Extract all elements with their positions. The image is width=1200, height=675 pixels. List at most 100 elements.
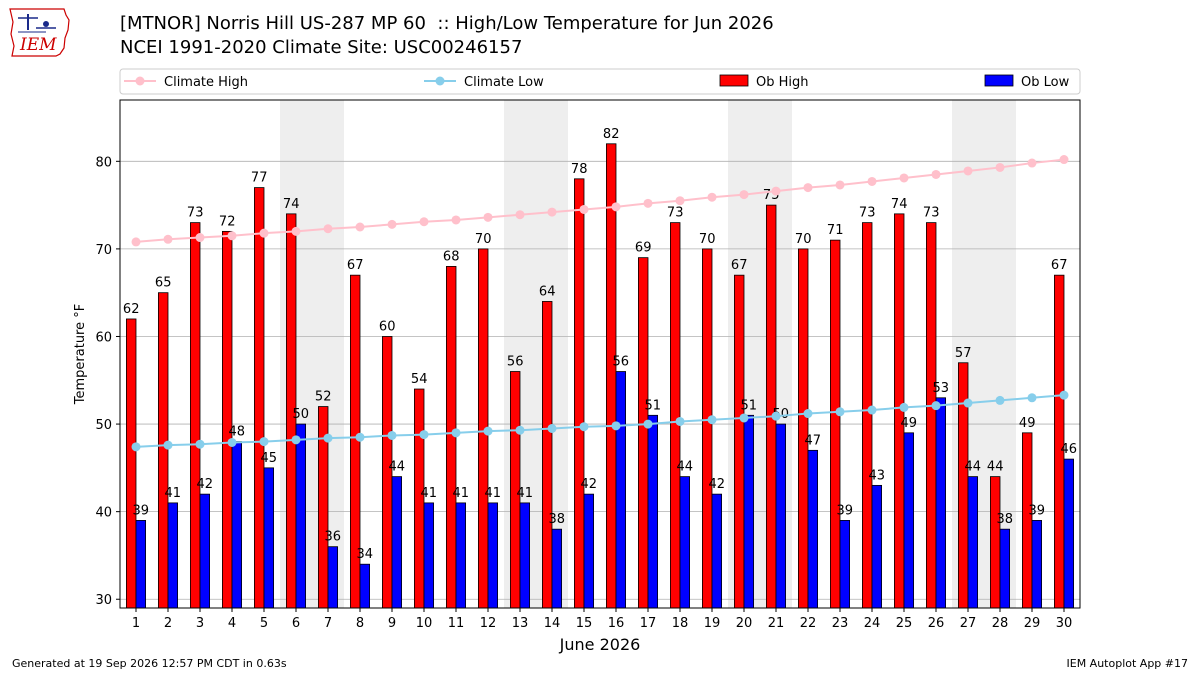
climate-low-point bbox=[291, 435, 301, 445]
climate-high-point bbox=[995, 162, 1005, 172]
climate-low-point bbox=[355, 432, 365, 442]
y-tick-label: 30 bbox=[95, 593, 112, 608]
ob-low-label: 42 bbox=[197, 477, 214, 492]
ob-low-bar bbox=[935, 397, 947, 609]
climate-low-point bbox=[451, 428, 461, 438]
x-tick-label: 20 bbox=[736, 616, 753, 631]
ob-high-bar bbox=[670, 222, 681, 609]
ob-low-label: 51 bbox=[741, 398, 758, 413]
ob-low-bar bbox=[775, 423, 787, 609]
ob-high-label: 70 bbox=[699, 232, 716, 247]
ob-high-bar bbox=[862, 222, 873, 609]
x-tick-label: 16 bbox=[608, 616, 625, 631]
x-tick-label: 7 bbox=[324, 616, 332, 631]
climate-high-point bbox=[515, 210, 525, 220]
x-tick-label: 30 bbox=[1056, 616, 1073, 631]
ob-low-bar bbox=[743, 414, 755, 609]
y-tick-label: 50 bbox=[95, 418, 112, 433]
ob-high-label: 60 bbox=[379, 319, 396, 334]
x-tick-label: 2 bbox=[164, 616, 172, 631]
legend-ob-low-swatch bbox=[984, 74, 1014, 87]
x-tick-label: 13 bbox=[512, 616, 529, 631]
climate-low-line bbox=[135, 394, 1065, 448]
legend-ob-high-label: Ob High bbox=[756, 75, 809, 90]
ob-high-label: 49 bbox=[1019, 416, 1036, 431]
ob-low-label: 39 bbox=[837, 503, 854, 518]
climate-high-point bbox=[739, 190, 749, 200]
ob-low-label: 49 bbox=[901, 416, 918, 431]
ob-low-label: 51 bbox=[645, 398, 662, 413]
climate-high-point bbox=[387, 219, 397, 229]
climate-high-point bbox=[227, 231, 237, 241]
ob-low-bar bbox=[487, 502, 499, 609]
ob-low-bar bbox=[647, 414, 659, 609]
climate-high-point bbox=[963, 166, 973, 176]
ob-high-bar bbox=[542, 301, 553, 609]
ob-low-bar bbox=[711, 493, 723, 609]
climate-high-point bbox=[707, 192, 717, 202]
x-tick-label: 22 bbox=[800, 616, 817, 631]
ob-low-bar bbox=[807, 449, 819, 609]
climate-low-point bbox=[579, 422, 589, 432]
ob-low-label: 36 bbox=[325, 530, 342, 545]
x-tick-label: 4 bbox=[228, 616, 236, 631]
y-tick-label: 70 bbox=[95, 243, 112, 258]
x-tick-label: 10 bbox=[416, 616, 433, 631]
climate-low-point bbox=[739, 413, 749, 423]
climate-high-point bbox=[451, 215, 461, 225]
ob-high-label: 44 bbox=[987, 460, 1004, 475]
x-tick-label: 12 bbox=[480, 616, 497, 631]
ob-low-label: 44 bbox=[965, 460, 982, 475]
ob-low-label: 39 bbox=[133, 503, 150, 518]
climate-high-point bbox=[835, 180, 845, 190]
x-tick-label: 19 bbox=[704, 616, 721, 631]
ob-low-label: 56 bbox=[613, 355, 630, 370]
climate-high-point bbox=[867, 176, 877, 186]
ob-low-label: 47 bbox=[805, 433, 822, 448]
climate-low-point bbox=[803, 409, 813, 419]
ob-high-label: 56 bbox=[507, 355, 524, 370]
x-tick-label: 29 bbox=[1024, 616, 1041, 631]
ob-high-label: 57 bbox=[955, 346, 972, 361]
climate-high-point bbox=[931, 169, 941, 179]
ob-low-label: 34 bbox=[357, 547, 374, 562]
ob-high-label: 67 bbox=[1051, 258, 1068, 273]
ob-low-label: 41 bbox=[485, 486, 502, 501]
ob-high-bar bbox=[1022, 432, 1033, 609]
climate-low-point bbox=[707, 415, 717, 425]
y-tick-label: 60 bbox=[95, 330, 112, 345]
ob-low-label: 41 bbox=[421, 486, 438, 501]
ob-high-label: 72 bbox=[219, 214, 236, 229]
climate-high-point bbox=[803, 183, 813, 193]
ob-low-bar bbox=[231, 441, 243, 609]
ob-high-label: 82 bbox=[603, 127, 620, 142]
x-tick-label: 18 bbox=[672, 616, 689, 631]
climate-low-point bbox=[323, 433, 333, 443]
climate-high-point bbox=[579, 204, 589, 214]
ob-high-label: 68 bbox=[443, 249, 460, 264]
ob-high-label: 54 bbox=[411, 372, 428, 387]
ob-low-bar bbox=[679, 476, 691, 609]
ob-high-bar bbox=[574, 178, 585, 609]
ob-high-bar bbox=[445, 266, 457, 609]
climate-high-point bbox=[547, 207, 557, 217]
ob-high-bar bbox=[157, 292, 169, 609]
climate-high-point bbox=[771, 186, 781, 196]
ob-high-bar bbox=[189, 222, 201, 609]
climate-low-point bbox=[963, 398, 973, 408]
ob-high-bar bbox=[734, 274, 745, 609]
climate-high-point bbox=[131, 237, 141, 247]
climate-low-point bbox=[227, 437, 237, 447]
ob-high-label: 52 bbox=[315, 390, 332, 405]
climate-low-point bbox=[675, 416, 685, 426]
ob-low-label: 44 bbox=[389, 460, 406, 475]
ob-high-label: 74 bbox=[891, 197, 908, 212]
chart-title: [MTNOR] Norris Hill US-287 MP 60 :: High… bbox=[120, 13, 774, 34]
climate-high-point bbox=[1027, 158, 1037, 168]
ob-low-label: 42 bbox=[581, 477, 598, 492]
ob-high-label: 67 bbox=[347, 258, 364, 273]
generated-footer: Generated at 19 Sep 2026 12:57 PM CDT in… bbox=[12, 657, 287, 670]
ob-low-label: 38 bbox=[549, 512, 566, 527]
ob-high-label: 67 bbox=[731, 258, 748, 273]
ob-high-label: 65 bbox=[155, 276, 172, 291]
